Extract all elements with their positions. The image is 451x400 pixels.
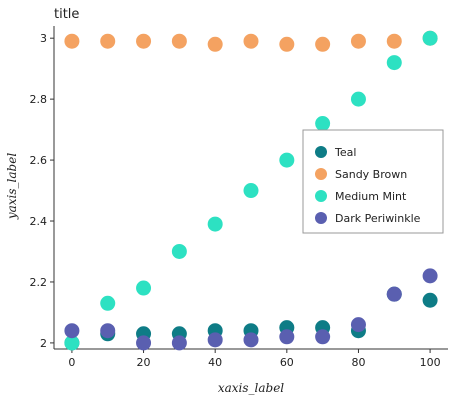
point-sandy-brown [64,34,79,49]
x-tick-label: 60 [280,356,294,369]
point-sandy-brown [244,34,259,49]
legend-label-sandy-brown: Sandy Brown [335,168,407,181]
point-dark-periwinkle [64,323,79,338]
legend-marker-medium-mint [315,190,327,202]
point-medium-mint [100,296,115,311]
legend-label-teal: Teal [334,146,356,159]
point-medium-mint [315,116,330,131]
x-tick-label: 40 [208,356,222,369]
x-tick-label: 20 [137,356,151,369]
y-tick-label: 3 [40,32,47,45]
point-medium-mint [136,281,151,296]
x-tick-label: 80 [351,356,365,369]
point-sandy-brown [387,34,402,49]
point-teal [423,293,438,308]
legend-marker-teal [315,146,327,158]
legend-marker-dark-periwinkle [315,212,327,224]
point-dark-periwinkle [136,335,151,350]
y-axis-label: yaxis_label [5,153,19,220]
point-sandy-brown [172,34,187,49]
legend-label-dark-periwinkle: Dark Periwinkle [335,212,421,225]
point-dark-periwinkle [279,329,294,344]
point-sandy-brown [315,37,330,52]
point-dark-periwinkle [244,332,259,347]
point-dark-periwinkle [387,287,402,302]
x-tick-label: 0 [68,356,75,369]
point-medium-mint [172,244,187,259]
point-medium-mint [279,153,294,168]
y-tick-label: 2 [40,337,47,350]
point-medium-mint [208,217,223,232]
point-sandy-brown [136,34,151,49]
legend-label-medium-mint: Medium Mint [335,190,407,203]
chart-title: title [54,7,79,22]
y-tick-label: 2.8 [30,93,48,106]
y-tick-label: 2.4 [30,215,48,228]
point-dark-periwinkle [100,323,115,338]
point-medium-mint [244,183,259,198]
point-medium-mint [423,31,438,46]
point-medium-mint [351,92,366,107]
point-sandy-brown [100,34,115,49]
point-dark-periwinkle [315,329,330,344]
x-axis-label: xaxis_label [218,381,284,395]
point-sandy-brown [208,37,223,52]
point-dark-periwinkle [351,317,366,332]
y-tick-label: 2.2 [30,276,48,289]
x-tick-label: 100 [420,356,441,369]
point-dark-periwinkle [172,335,187,350]
point-medium-mint [387,55,402,70]
legend-marker-sandy-brown [315,168,327,180]
legend: Teal Sandy Brown Medium Mint Dark Periwinkl… [303,130,443,233]
point-sandy-brown [279,37,294,52]
point-dark-periwinkle [423,268,438,283]
y-tick-label: 2.6 [30,154,48,167]
point-dark-periwinkle [208,332,223,347]
point-sandy-brown [351,34,366,49]
